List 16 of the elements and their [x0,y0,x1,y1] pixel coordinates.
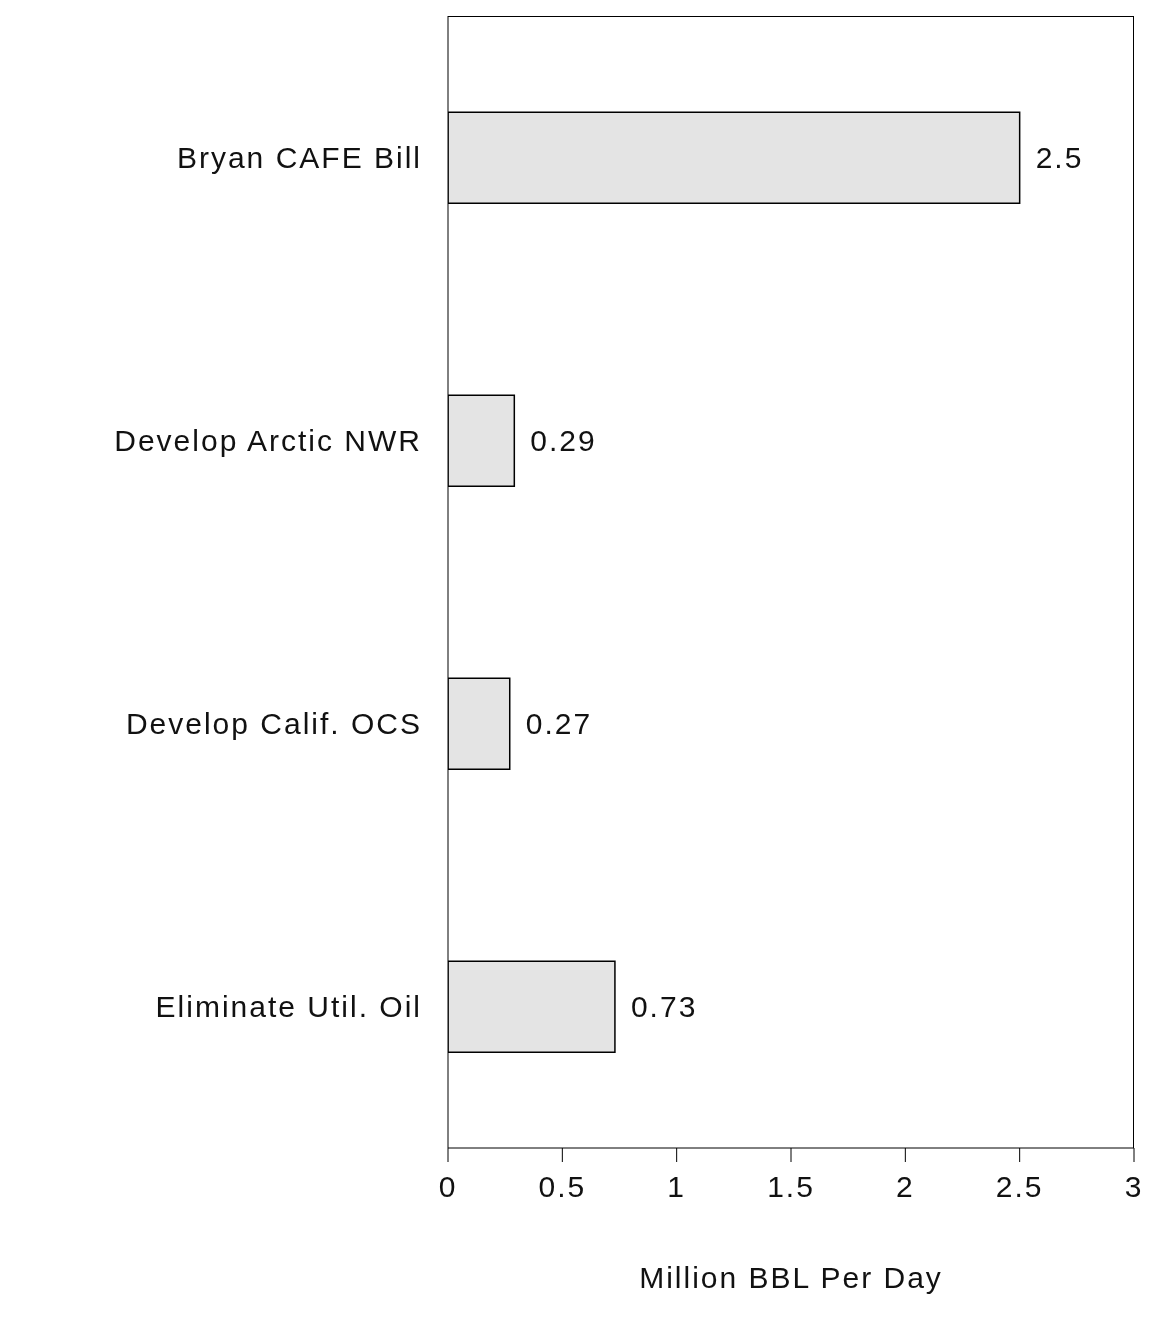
x-tick-label: 2 [895,1170,915,1204]
data-label: 0.29 [530,424,597,458]
y-tick-label: Bryan CAFE Bill [176,141,422,175]
y-tick-label: Develop Arctic NWR [114,424,422,458]
y-tick-label: Eliminate Util. Oil [155,990,422,1024]
x-axis-title: Million BBL Per Day [639,1261,943,1294]
x-tick-label: 2.5 [995,1170,1044,1204]
data-label: 2.5 [1035,141,1084,175]
x-tick-label: 1.5 [767,1170,815,1204]
x-tick-label: 3 [1124,1170,1144,1204]
x-tick-label: 0.5 [538,1170,587,1204]
x-tick-label: 0 [438,1170,458,1204]
x-tick-label: 1 [667,1170,687,1204]
data-label: 0.27 [525,707,593,741]
y-tick-label: Develop Calif. OCS [125,707,422,741]
data-label: 0.73 [630,990,698,1024]
